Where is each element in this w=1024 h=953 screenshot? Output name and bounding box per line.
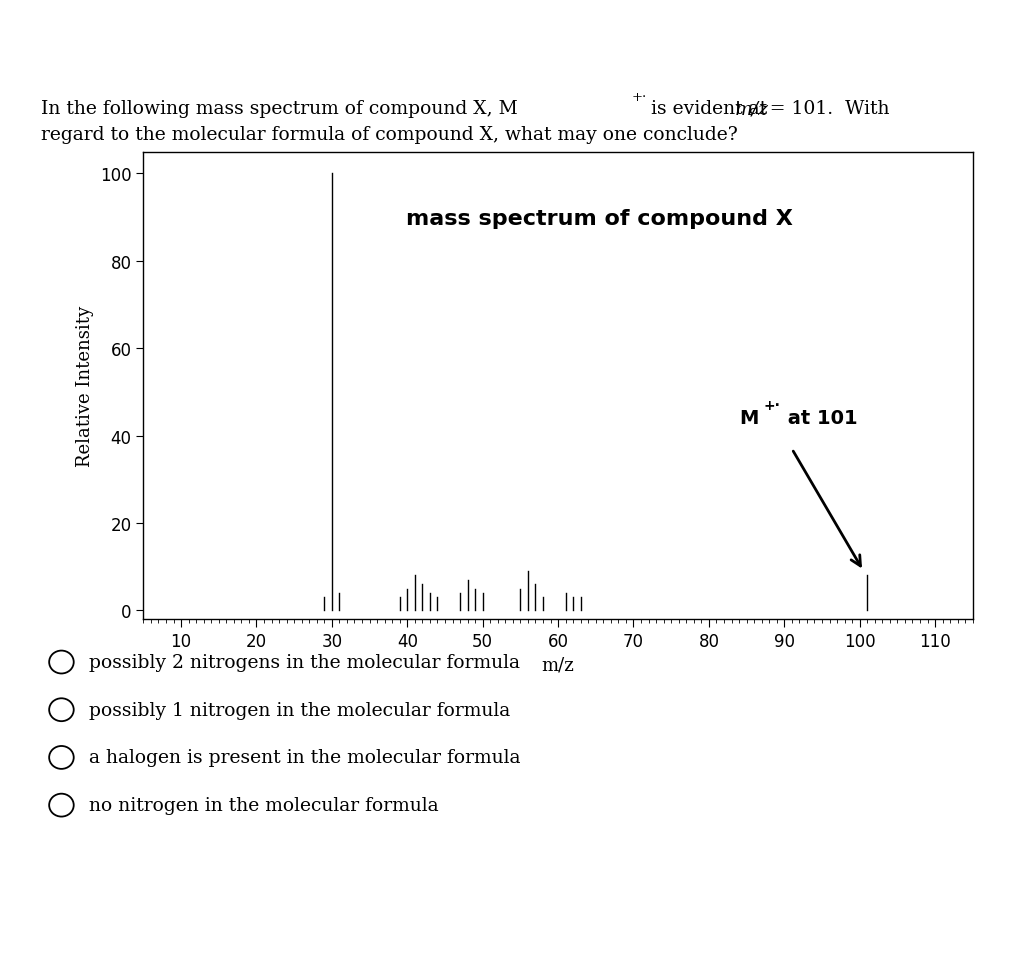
Text: mass spectrum of compound X: mass spectrum of compound X	[407, 209, 793, 229]
Text: +·: +·	[763, 398, 780, 412]
Text: possibly 2 nitrogens in the molecular formula: possibly 2 nitrogens in the molecular fo…	[89, 654, 520, 671]
Text: In the following mass spectrum of compound X, M: In the following mass spectrum of compou…	[41, 100, 518, 118]
Text: no nitrogen in the molecular formula: no nitrogen in the molecular formula	[89, 797, 438, 814]
Text: at 101: at 101	[780, 409, 857, 428]
Y-axis label: Relative Intensity: Relative Intensity	[77, 306, 94, 466]
Text: = 101.  With: = 101. With	[766, 100, 890, 118]
Text: m/z: m/z	[734, 100, 768, 118]
X-axis label: m/z: m/z	[542, 657, 574, 674]
Text: is evident at: is evident at	[645, 100, 773, 118]
Text: a halogen is present in the molecular formula: a halogen is present in the molecular fo…	[89, 749, 520, 766]
Text: possibly 1 nitrogen in the molecular formula: possibly 1 nitrogen in the molecular for…	[89, 701, 510, 719]
Text: M: M	[739, 409, 759, 428]
Text: regard to the molecular formula of compound X, what may one conclude?: regard to the molecular formula of compo…	[41, 126, 737, 144]
Text: +·: +·	[632, 91, 647, 104]
